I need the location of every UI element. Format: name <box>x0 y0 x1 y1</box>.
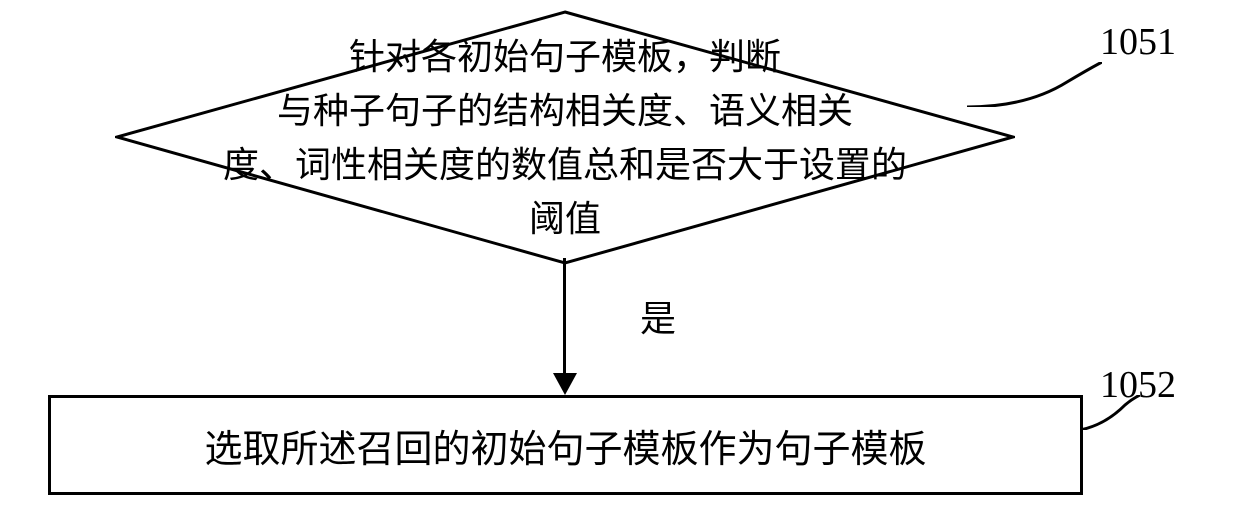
ref-label-1051: 1051 <box>1100 20 1176 64</box>
decision-text: 针对各初始句子模板，判断 与种子句子的结构相关度、语义相关 度、词性相关度的数值… <box>223 30 907 246</box>
edge-label-yes: 是 <box>640 290 676 342</box>
decision-line3: 度、词性相关度的数值总和是否大于设置的 <box>223 138 907 192</box>
decision-line4: 阈值 <box>223 192 907 246</box>
arrow-line <box>563 258 566 380</box>
process-text: 选取所述召回的初始句子模板作为句子模板 <box>204 418 926 473</box>
decision-line2: 与种子句子的结构相关度、语义相关 <box>223 84 907 138</box>
arrow-down <box>553 258 577 398</box>
connector-line-1051 <box>967 62 1102 107</box>
ref-label-1052: 1052 <box>1100 363 1176 407</box>
decision-node: 针对各初始句子模板，判断 与种子句子的结构相关度、语义相关 度、词性相关度的数值… <box>115 10 1015 265</box>
process-node: 选取所述召回的初始句子模板作为句子模板 <box>48 395 1083 495</box>
arrow-head <box>553 373 577 395</box>
decision-line1: 针对各初始句子模板，判断 <box>223 30 907 84</box>
